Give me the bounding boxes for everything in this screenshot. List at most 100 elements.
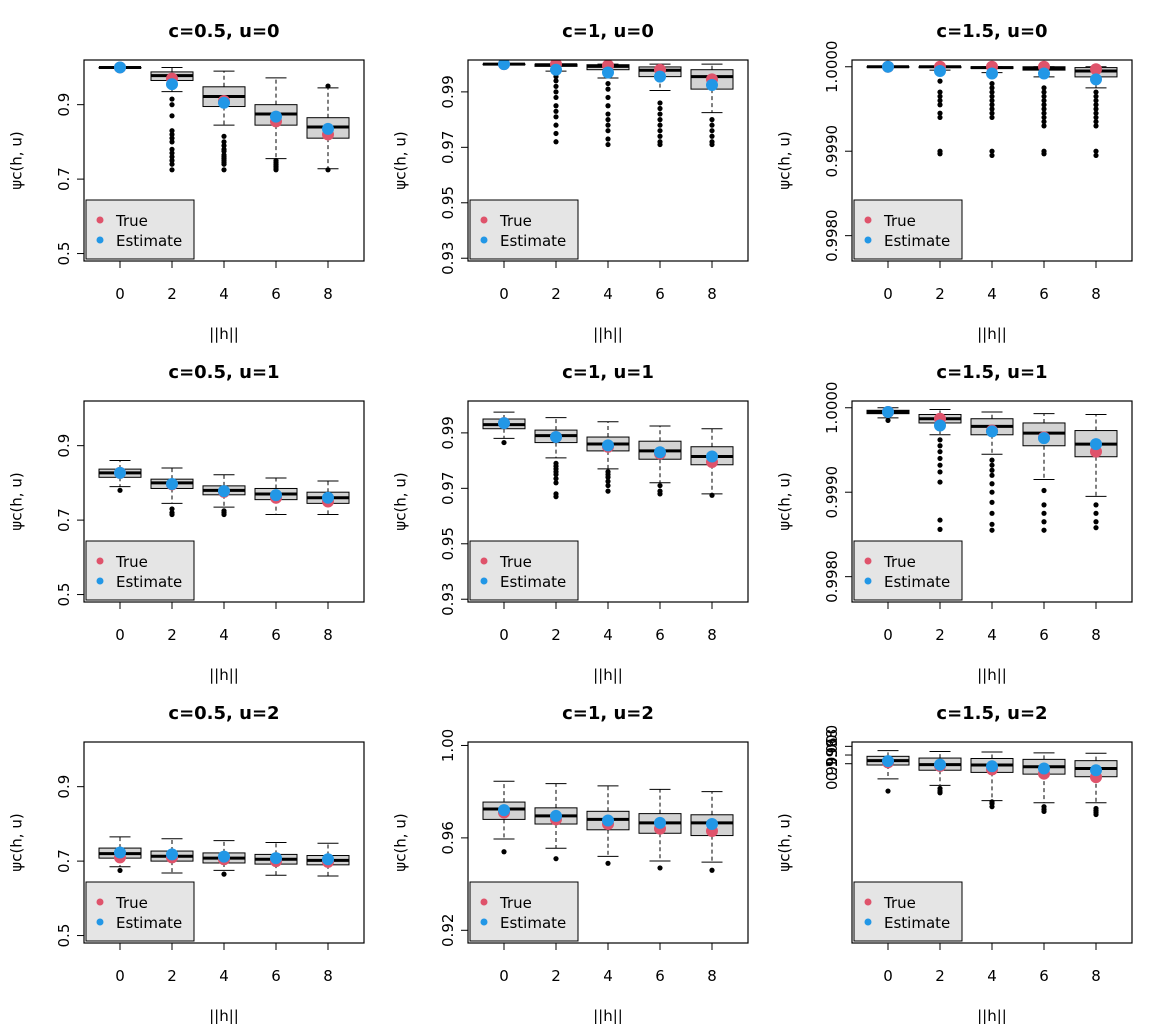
y-axis-label: ψc(h, u): [775, 131, 793, 189]
legend-estimate-label: Estimate: [884, 914, 950, 932]
x-tick-label: 0: [499, 626, 509, 644]
y-tick-label: 0.7: [55, 167, 73, 191]
boxplot: [1022, 66, 1066, 157]
outlier-point: [709, 122, 715, 128]
outlier-point: [937, 110, 943, 116]
outlier-point: [1041, 110, 1047, 116]
outlier-point: [937, 462, 943, 468]
legend-estimate-marker: [864, 918, 872, 926]
outlier-point: [501, 849, 507, 855]
plot-area: [866, 60, 1118, 159]
estimate-point: [882, 405, 894, 418]
panel-title: c=1, u=2: [562, 703, 654, 724]
outlier-point: [169, 506, 175, 512]
y-tick-label: 1.00: [439, 729, 457, 762]
estimate-point: [1038, 432, 1050, 445]
x-tick-label: 0: [115, 285, 125, 303]
legend: True Estimate: [85, 199, 195, 260]
boxplot: [150, 467, 194, 518]
outlier-point: [1041, 85, 1047, 91]
outlier-point: [989, 81, 995, 87]
y-tick-label: 0.99: [439, 416, 457, 449]
legend-estimate-marker: [864, 577, 872, 585]
outlier-point: [221, 161, 227, 167]
boxplot: [534, 417, 578, 500]
estimate-point: [934, 64, 946, 77]
outlier-point: [989, 527, 995, 533]
y-tick-label: 1.000: [823, 725, 841, 768]
outlier-point: [221, 511, 227, 518]
legend-true-label: True: [499, 553, 532, 571]
outlier-point: [885, 417, 891, 424]
outlier-point: [1041, 93, 1047, 99]
x-axis-label: ||h||: [977, 1007, 1007, 1024]
legend-box: [85, 199, 195, 260]
outlier-point: [553, 471, 559, 478]
x-axis-label: ||h||: [593, 666, 623, 684]
plot-frame: [83, 741, 365, 944]
legend-estimate-marker: [480, 236, 488, 244]
x-tick-label: 8: [323, 967, 333, 985]
legend-true-marker: [864, 898, 872, 906]
plot-area: [98, 61, 350, 173]
boxplot: [1074, 414, 1118, 531]
estimate-point: [270, 852, 282, 865]
x-tick-label: 0: [115, 626, 125, 644]
boxplot: [638, 425, 682, 497]
outlier-point: [169, 102, 175, 108]
x-tick-label: 2: [167, 967, 177, 985]
outlier-point: [553, 114, 559, 120]
x-axis-label: ||h||: [209, 325, 239, 343]
outlier-point: [709, 133, 715, 139]
outlier-point: [221, 871, 227, 877]
estimate-point: [218, 96, 230, 109]
outlier-point: [605, 478, 611, 484]
outlier-point: [273, 167, 279, 173]
legend-estimate-label: Estimate: [116, 914, 182, 932]
y-tick-label: 0.7: [55, 849, 73, 873]
plot-frame: [851, 741, 1133, 944]
outlier-point: [989, 152, 995, 159]
outlier-point: [553, 103, 559, 109]
y-axis-label: ψc(h, u): [775, 472, 793, 530]
plot-frame: [83, 59, 365, 262]
estimate-point: [986, 760, 998, 773]
outlier-point: [553, 78, 559, 84]
outlier-point: [169, 161, 175, 167]
legend-estimate-marker: [96, 918, 104, 926]
estimate-point: [498, 417, 510, 430]
legend-box: [85, 881, 195, 942]
legend-true-label: True: [499, 894, 532, 912]
estimate-point: [602, 814, 614, 827]
outlier-point: [605, 111, 611, 117]
boxplot: [1074, 752, 1118, 818]
x-tick-label: 2: [551, 967, 561, 985]
outlier-point: [1041, 106, 1047, 112]
y-tick-label: 0.5: [55, 583, 73, 607]
plot-area: [482, 780, 734, 873]
outlier-point: [221, 133, 227, 139]
panel-title: c=1.5, u=0: [936, 21, 1047, 42]
boxplot: [918, 65, 962, 157]
estimate-point: [1090, 73, 1102, 86]
y-tick-label: 0.92: [439, 914, 457, 947]
panel-5: c=1, u=1 0.93 0.95 0.97 0.99 0 2 4 6 8 ||h|| ψc(h, …: [391, 362, 749, 684]
outlier-point: [937, 102, 943, 108]
legend-box: [853, 540, 963, 601]
legend: True Estimate: [469, 540, 579, 601]
outlier-point: [1093, 89, 1099, 95]
outlier-point: [989, 457, 995, 463]
estimate-point: [934, 758, 946, 771]
boxplot: [970, 66, 1014, 159]
outlier-point: [937, 469, 943, 475]
estimate-point: [882, 755, 894, 768]
outlier-point: [221, 143, 227, 149]
plot-area: [482, 411, 734, 500]
estimate-point: [1090, 764, 1102, 777]
outlier-point: [221, 139, 227, 145]
outlier-point: [657, 141, 663, 148]
outlier-point: [605, 122, 611, 128]
legend-estimate-label: Estimate: [500, 573, 566, 591]
y-tick-label: 0.9996: [823, 737, 841, 790]
x-tick-label: 6: [1039, 626, 1049, 644]
